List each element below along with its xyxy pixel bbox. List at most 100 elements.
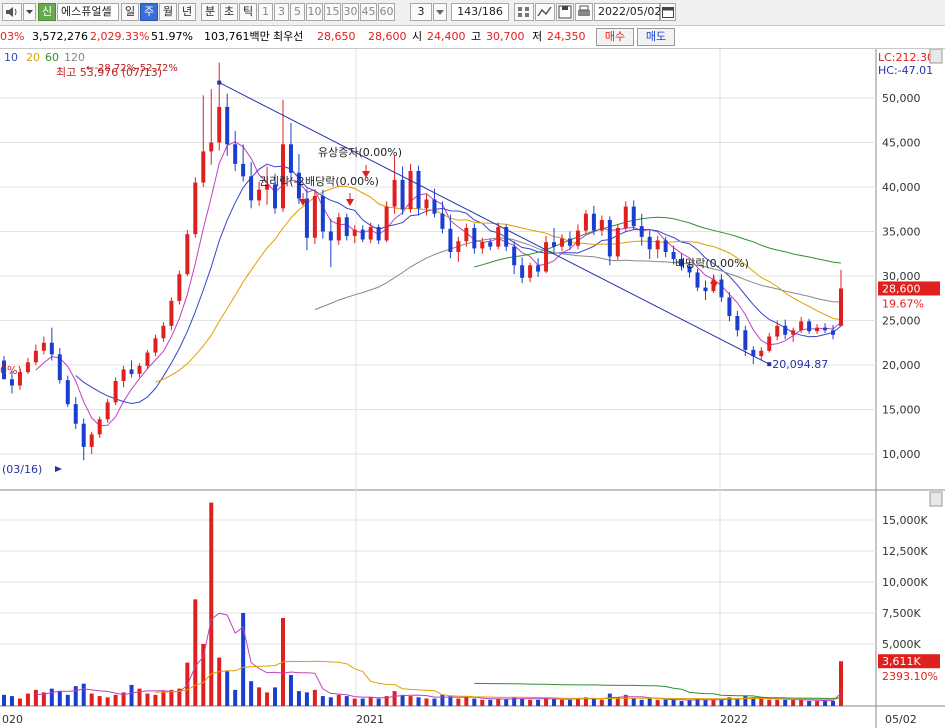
- period-tab-6[interactable]: 틱: [239, 3, 257, 21]
- candle-body: [679, 259, 684, 267]
- interval-button-3[interactable]: 3: [274, 3, 289, 21]
- trend-end-marker: [767, 362, 772, 367]
- price-chart[interactable]: 10 20 60 120 최고 53,976 (07/13)←-28.72%-52.72…: [0, 49, 945, 728]
- buy-button[interactable]: 매수: [596, 28, 634, 46]
- period-tab-5[interactable]: 초: [220, 3, 238, 21]
- count-dropdown-icon[interactable]: [433, 3, 447, 21]
- best-price-label: 최우선: [273, 30, 304, 43]
- price-tick-label: 45,000: [882, 137, 921, 150]
- candle-body: [663, 240, 668, 252]
- candle-body: [719, 279, 724, 298]
- period-tab-0[interactable]: 일: [121, 3, 139, 21]
- save-icon[interactable]: [556, 3, 574, 21]
- price-tick-label: 25,000: [882, 315, 921, 328]
- volume-tag-box: [878, 654, 940, 669]
- volume-bar: [799, 699, 804, 706]
- volume-bar: [759, 698, 764, 706]
- volume-bar: [97, 696, 102, 706]
- price-tick-label: 35,000: [882, 226, 921, 239]
- period-tab-1[interactable]: 주: [140, 3, 158, 21]
- period-tab-4[interactable]: 분: [201, 3, 219, 21]
- volume-bar: [177, 688, 182, 706]
- candle-body: [695, 272, 700, 288]
- interval-button-60[interactable]: 60: [378, 3, 395, 21]
- price-tick-label: 40,000: [882, 181, 921, 194]
- period-tab-3[interactable]: 년: [178, 3, 196, 21]
- candle-body: [137, 365, 142, 374]
- candle-body: [169, 300, 174, 326]
- interval-button-1[interactable]: 1: [258, 3, 273, 21]
- volume-bar: [647, 698, 652, 706]
- candle-body: [25, 362, 30, 373]
- candle-body: [33, 350, 38, 363]
- volume-ma20-line: [155, 660, 842, 701]
- volume-bar: [9, 696, 14, 706]
- volume-bar: [57, 691, 62, 706]
- volume-bar: [496, 698, 501, 706]
- price-tick-label: 50,000: [882, 92, 921, 105]
- sell-button[interactable]: 매도: [637, 28, 675, 46]
- interval-button-15[interactable]: 15: [324, 3, 341, 21]
- interval-button-45[interactable]: 45: [360, 3, 377, 21]
- volume-bar: [711, 699, 716, 706]
- stock-name-field[interactable]: 에스퓨얼셀: [57, 3, 119, 21]
- candle-body: [727, 297, 732, 317]
- candle-body: [145, 352, 150, 366]
- interval-button-10[interactable]: 10: [306, 3, 323, 21]
- candle-body: [623, 206, 628, 228]
- candle-body: [257, 189, 262, 201]
- candle-body: [687, 266, 692, 273]
- scroll-up-button: [929, 49, 943, 64]
- candle-body: [671, 251, 676, 260]
- volume-tick-label: 15,000K: [882, 514, 928, 527]
- volume-ma60-line: [474, 682, 842, 699]
- turnover-rate: 51.97%: [151, 30, 193, 43]
- volume-bar: [631, 698, 636, 706]
- candle-body: [416, 170, 421, 209]
- count-field[interactable]: 3: [410, 3, 432, 21]
- candle-body: [2, 360, 6, 380]
- candle-body: [392, 179, 397, 207]
- price-tick-label: 15,000: [882, 404, 921, 417]
- rights-annotation: 권리락(-2: [259, 175, 305, 188]
- left-date-arrow: [55, 466, 62, 472]
- speaker-icon[interactable]: [2, 3, 22, 21]
- candle-body: [560, 238, 564, 247]
- volume-bar: [360, 698, 365, 706]
- low-price: 24,350: [547, 30, 586, 43]
- candle-body: [129, 369, 134, 374]
- ma-legend-item: 20: [26, 51, 40, 64]
- volume-bar: [209, 502, 214, 706]
- volume-bar: [440, 694, 445, 706]
- interval-button-30[interactable]: 30: [342, 3, 359, 21]
- ma60-line: [474, 216, 842, 268]
- volume-bar: [312, 689, 317, 706]
- volume-bar: [161, 691, 166, 706]
- candle-body: [615, 227, 620, 257]
- volume-bar: [217, 657, 222, 706]
- interval-button-5[interactable]: 5: [290, 3, 305, 21]
- date-field[interactable]: 2022/05/02: [594, 3, 661, 21]
- line-tool-icon[interactable]: [535, 3, 555, 21]
- candle-body: [528, 265, 533, 278]
- candle-body: [368, 227, 373, 240]
- volume-bar: [368, 697, 373, 706]
- volume-bar: [249, 681, 254, 706]
- candle-body: [464, 227, 469, 242]
- period-tab-2[interactable]: 월: [159, 3, 177, 21]
- calendar-icon[interactable]: [660, 3, 676, 21]
- volume-bar: [655, 699, 660, 706]
- volume-bar: [552, 698, 557, 706]
- volume-bar: [687, 699, 692, 706]
- candle-body: [81, 423, 86, 447]
- volume-bar: [472, 698, 477, 706]
- volume-tick-label: 5,000K: [882, 638, 921, 651]
- volume-bar: [456, 698, 461, 706]
- volume-tick-label: 10,000K: [882, 576, 928, 589]
- event-down-arrow: [362, 171, 370, 178]
- triangle-menu-icon[interactable]: [23, 3, 36, 21]
- volume-change: 2,029.33%: [90, 30, 150, 43]
- grid-icon[interactable]: [514, 3, 534, 21]
- print-icon[interactable]: [575, 3, 593, 21]
- change-percent: 03%: [0, 30, 25, 43]
